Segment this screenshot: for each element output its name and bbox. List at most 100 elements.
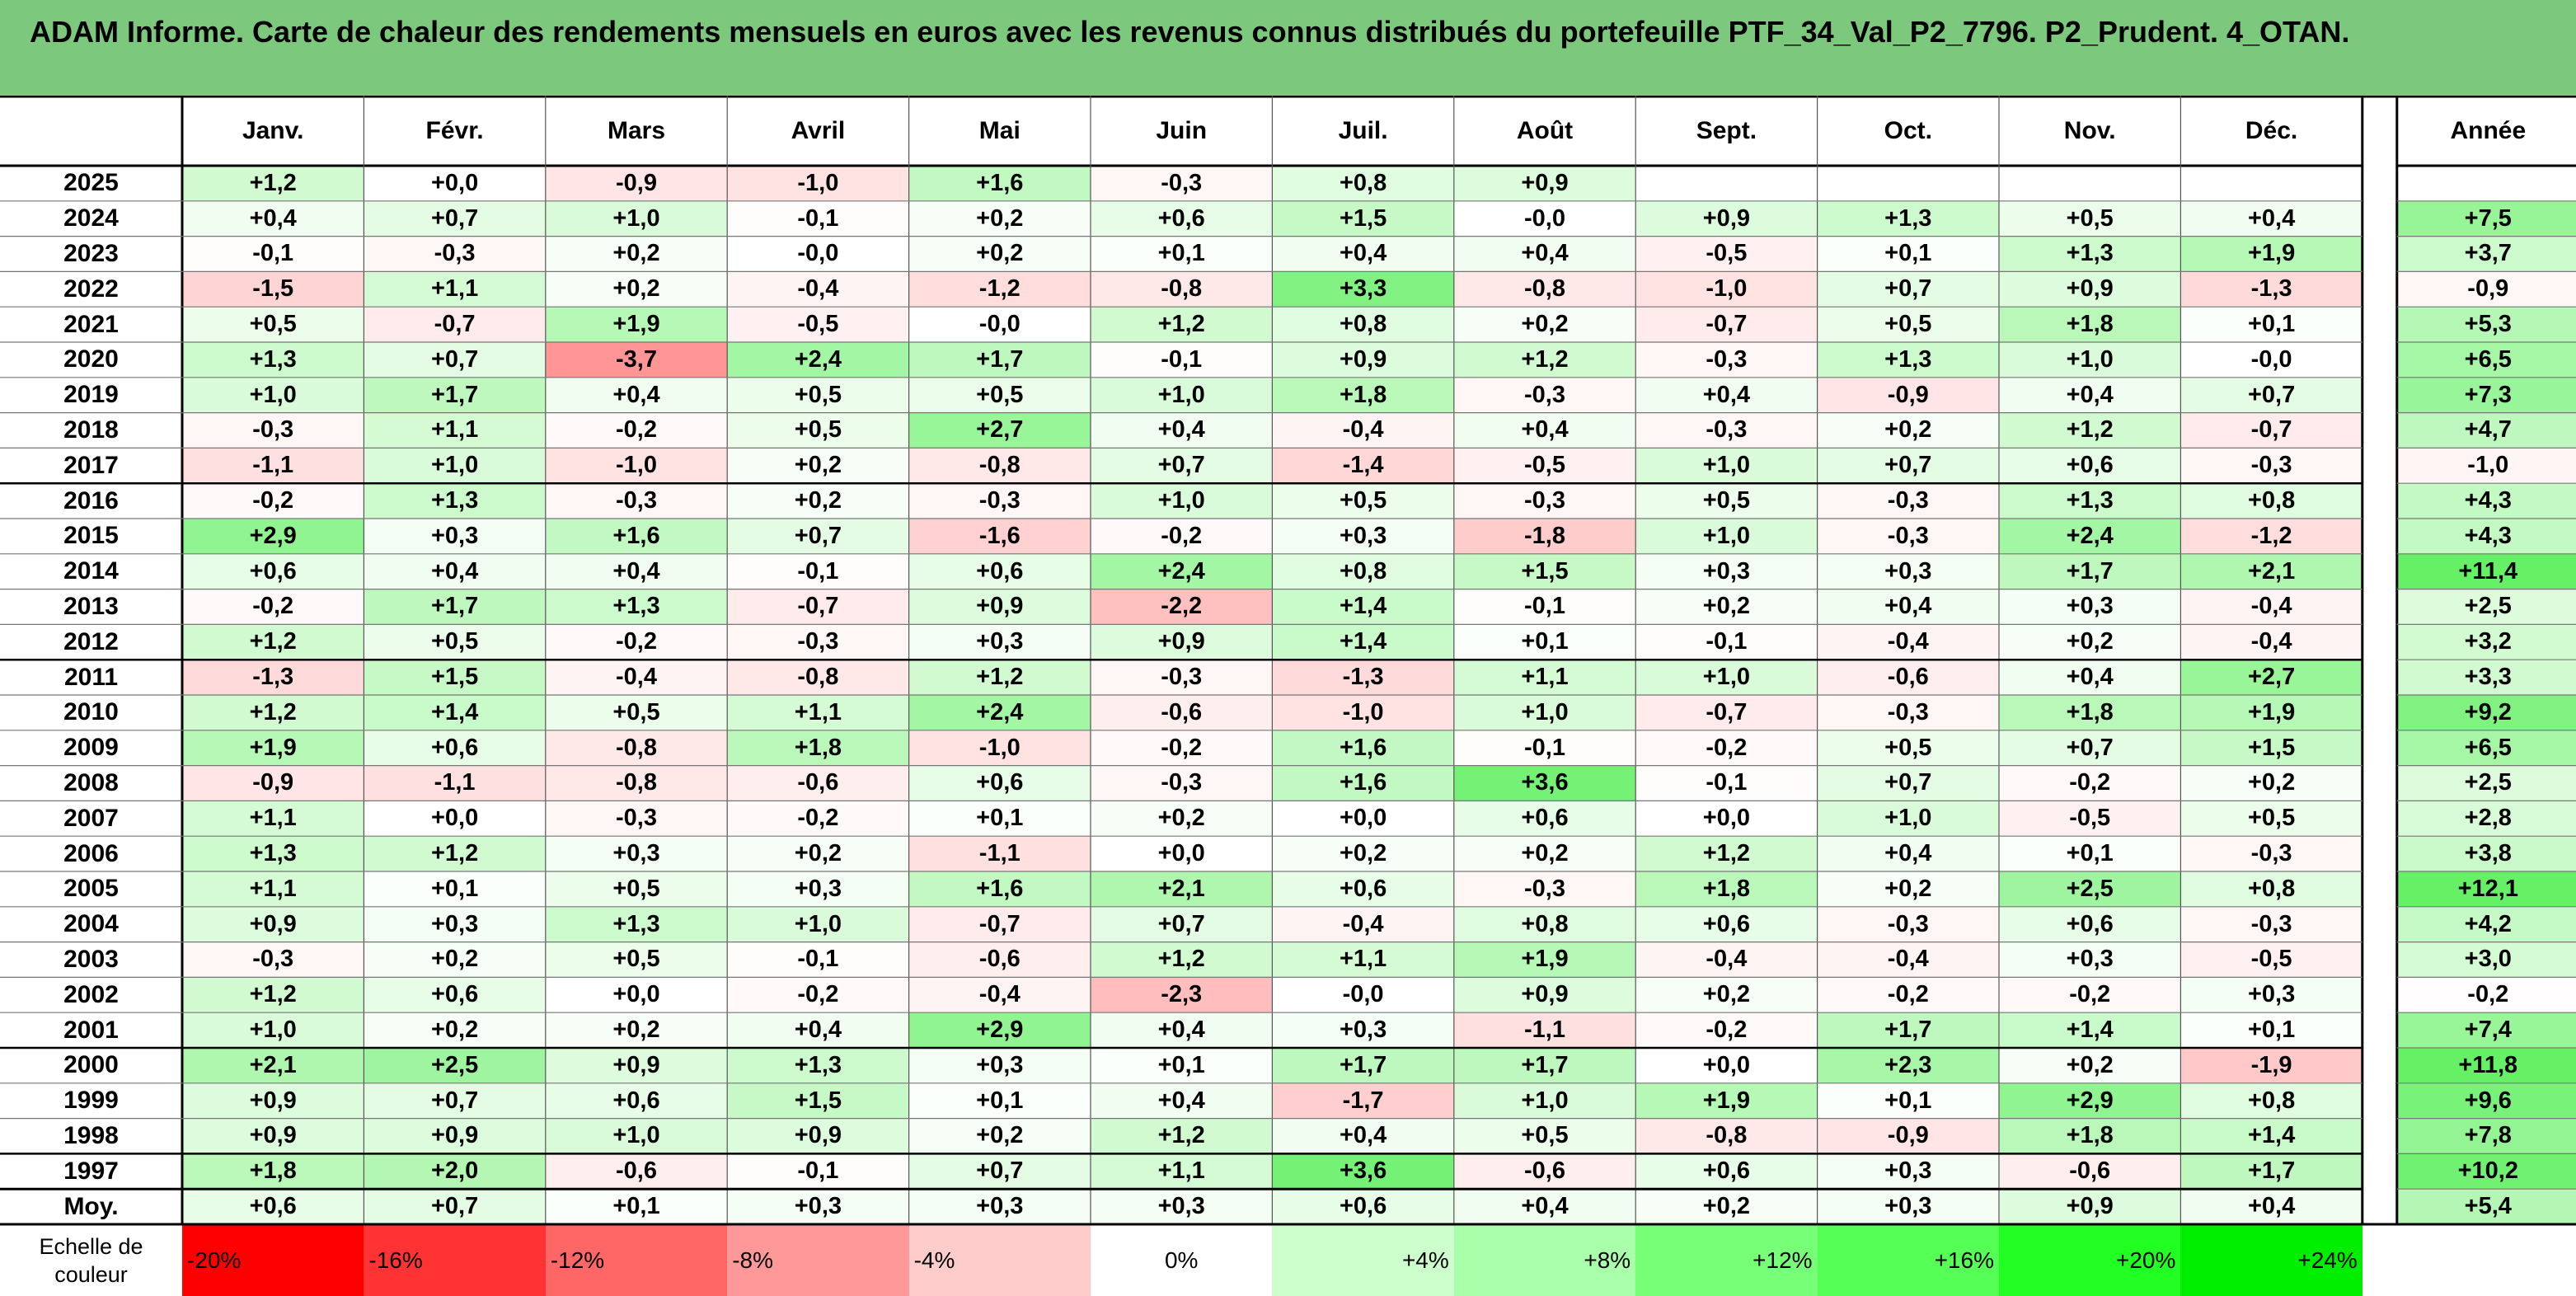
month-value-cell: -0,4 [1272,412,1454,448]
month-value-cell: -0,6 [1091,695,1273,730]
month-value-cell: +1,0 [1635,519,1818,554]
annual-value-cell: -1,0 [2396,448,2576,484]
month-value-cell: -0,7 [727,589,909,625]
average-value-cell: +0,6 [182,1189,364,1224]
month-value-cell: -0,9 [1817,377,1999,413]
month-value-cell: -0,3 [1635,342,1818,378]
month-value-cell: +2,1 [1091,871,1273,907]
month-value-cell: +0,4 [1091,412,1273,448]
month-value-cell: +0,5 [545,695,728,730]
month-value-cell: -1,3 [2180,271,2363,308]
year-label: 2020 [63,345,119,373]
month-value-cell: -0,2 [1635,730,1818,766]
month-value-cell: +0,2 [1635,977,1818,1013]
month-value-cell: -0,3 [2180,448,2363,484]
month-value-cell: -0,2 [1999,977,2181,1013]
month-value-cell: -0,0 [727,236,909,272]
month-value-cell: +1,0 [364,448,546,484]
month-value-cell: +0,5 [182,307,364,342]
month-value-cell: -0,3 [1635,412,1818,448]
month-value-cell: +1,9 [545,307,728,342]
month-value-cell: +1,0 [1999,342,2181,378]
month-value-cell: +1,7 [1453,1048,1636,1083]
month-value-cell: +0,1 [2180,1012,2363,1048]
month-value-cell: -0,2 [1091,519,1273,554]
month-value-cell: +0,8 [1272,553,1454,589]
month-value-cell: -2,3 [1091,977,1273,1013]
month-value-cell: +0,2 [1999,624,2181,660]
month-value-cell: +0,6 [1091,200,1273,237]
month-value-cell: -0,3 [1453,871,1636,907]
month-value-cell: +0,2 [908,200,1091,237]
month-value-cell: +2,5 [364,1048,546,1083]
month-header: Sept. [1696,116,1757,144]
annual-value-cell: +6,5 [2396,730,2576,766]
month-value-cell: +1,9 [182,730,364,766]
month-value-cell: -0,2 [727,977,909,1013]
month-value-cell: -0,1 [1635,624,1818,660]
month-value-cell: +2,9 [908,1012,1091,1048]
year-label: 2011 [63,663,119,691]
year-label: 2009 [63,734,119,762]
corner-cell [0,96,182,166]
month-value-cell: -1,8 [1453,519,1636,554]
month-header: Mai [978,116,1021,144]
month-value-cell: +1,6 [1272,765,1454,801]
month-value-cell: +0,4 [364,553,546,589]
month-value-cell: +0,0 [1091,836,1273,871]
annual-value-cell: +2,8 [2396,801,2576,837]
month-value-cell: -0,8 [908,448,1091,484]
annual-value-cell [2396,166,2576,201]
annual-value-cell: +11,4 [2396,553,2576,589]
year-label: 2015 [63,522,119,550]
annual-value-cell: +4,3 [2396,519,2576,554]
month-value-cell: +1,2 [1091,1118,1273,1154]
month-value-cell: -0,6 [727,765,909,801]
month-value-cell: +1,5 [1453,553,1636,589]
month-value-cell: +0,8 [2180,1082,2363,1119]
month-value-cell: -0,2 [545,412,728,448]
month-value-cell: +1,6 [545,519,728,554]
month-value-cell: +0,0 [1272,801,1454,837]
annual-value-cell: +7,4 [2396,1012,2576,1048]
legend-step: 0% [1091,1224,1273,1296]
month-value-cell: +2,4 [908,695,1091,730]
month-value-cell: +1,0 [727,906,909,942]
month-value-cell: +0,8 [1453,906,1636,942]
month-value-cell: +0,3 [2180,977,2363,1013]
month-value-cell: +0,2 [1272,836,1454,871]
month-value-cell: +0,7 [1091,906,1273,942]
month-value-cell: +2,7 [908,412,1091,448]
month-value-cell: +1,0 [1817,801,1999,837]
month-value-cell: +1,8 [727,730,909,766]
month-value-cell: -1,6 [908,519,1091,554]
month-value-cell: +1,0 [182,377,364,413]
month-value-cell: +0,1 [908,1082,1091,1119]
month-value-cell: +1,1 [182,871,364,907]
month-header: Oct. [1884,116,1932,144]
month-value-cell: -0,2 [1817,977,1999,1013]
annual-value-cell: -0,9 [2396,271,2576,308]
month-value-cell: +0,2 [2180,765,2363,801]
month-value-cell: +0,2 [545,236,728,272]
month-value-cell: -0,2 [727,801,909,837]
month-value-cell: +1,1 [364,271,546,308]
year-label: 2023 [63,239,119,267]
month-value-cell: +0,9 [1635,200,1818,237]
month-value-cell: +1,3 [182,836,364,871]
month-value-cell: +0,6 [182,553,364,589]
average-value-cell: +0,3 [1817,1189,1999,1224]
month-value-cell: +0,4 [182,200,364,237]
month-value-cell: +0,1 [1817,1082,1999,1119]
month-value-cell: -1,0 [1635,271,1818,308]
month-value-cell: +0,2 [364,941,546,978]
average-value-cell: +0,3 [908,1189,1091,1224]
month-value-cell: +0,9 [727,1118,909,1154]
report-title: ADAM Informe. Carte de chaleur des rende… [0,0,2576,96]
legend-step: +16% [1817,1224,1999,1296]
month-value-cell: +0,3 [727,871,909,907]
month-value-cell: +1,0 [182,1012,364,1048]
month-value-cell: -0,7 [2180,412,2363,448]
month-value-cell: -1,1 [908,836,1091,871]
month-value-cell: +0,5 [1817,307,1999,342]
